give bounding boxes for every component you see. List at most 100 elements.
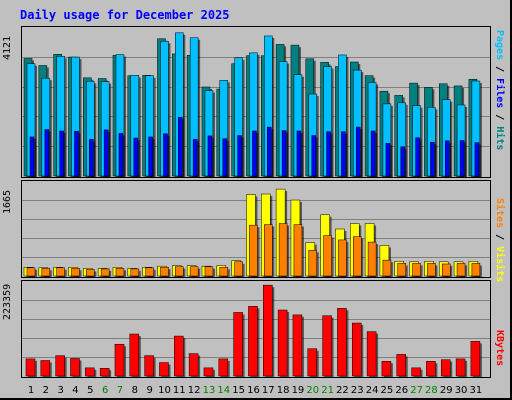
legend-hits: Hits bbox=[494, 126, 505, 151]
legend-kbytes: KBytes bbox=[494, 330, 505, 367]
sites-bar bbox=[204, 266, 214, 277]
x-tick-label: 6 bbox=[102, 385, 108, 396]
pages-bar bbox=[192, 139, 198, 177]
kbytes-bar bbox=[366, 331, 377, 377]
x-tick-label: 27 bbox=[410, 385, 423, 396]
sites-bar bbox=[397, 263, 406, 277]
pages-bar bbox=[444, 140, 450, 177]
pages-bar bbox=[281, 130, 287, 177]
sites-bar bbox=[26, 267, 36, 277]
kbytes-bar bbox=[411, 367, 421, 377]
x-tick-label: 31 bbox=[470, 385, 483, 396]
sites-bar bbox=[219, 267, 229, 277]
sites-bar bbox=[308, 250, 318, 277]
x-tick-label: 3 bbox=[57, 385, 63, 396]
sites-bar bbox=[353, 236, 362, 277]
sites-bar bbox=[189, 266, 199, 277]
x-tick-label: 20 bbox=[306, 385, 319, 396]
legend-pages: Pages bbox=[494, 30, 505, 61]
sites-bar bbox=[249, 224, 258, 277]
x-tick-label: 2 bbox=[43, 385, 49, 396]
pages-bar bbox=[311, 135, 317, 177]
legend-sites: Sites bbox=[494, 198, 505, 229]
x-tick-label: 29 bbox=[440, 385, 453, 396]
sites-bar bbox=[86, 269, 95, 277]
kbytes-bar bbox=[159, 362, 169, 377]
kbytes-bar bbox=[381, 361, 392, 377]
x-tick-label: 22 bbox=[336, 385, 349, 396]
legend-sep: / bbox=[494, 108, 505, 127]
pages-bar bbox=[148, 136, 153, 177]
sites-bar bbox=[41, 268, 51, 277]
x-tick-label: 16 bbox=[247, 385, 260, 396]
sites-bar bbox=[456, 263, 466, 277]
sites-bar bbox=[264, 224, 273, 277]
x-tick-label: 28 bbox=[425, 385, 438, 396]
x-tick-label: 24 bbox=[366, 385, 379, 396]
kbytes-bar bbox=[248, 306, 258, 377]
kbytes-bar bbox=[40, 360, 51, 377]
legend-visits: Visits bbox=[494, 246, 505, 283]
pages-bar bbox=[89, 139, 94, 177]
sites-bar bbox=[293, 224, 303, 277]
sites-bar bbox=[115, 268, 125, 277]
pages-bar bbox=[430, 141, 435, 177]
kbytes-bar bbox=[440, 359, 451, 377]
chart-title: Daily usage for December 2025 bbox=[20, 8, 230, 22]
kbytes-bar bbox=[85, 367, 95, 377]
x-tick-label: 1 bbox=[28, 385, 34, 396]
x-tick-label: 17 bbox=[262, 385, 275, 396]
pages-bar bbox=[178, 116, 183, 177]
kbytes-bar bbox=[307, 348, 318, 377]
pages-bar bbox=[163, 133, 168, 177]
kbytes-bar bbox=[470, 341, 481, 377]
kbytes-bar bbox=[25, 358, 36, 377]
pages-bar bbox=[29, 136, 35, 177]
kbytes-bar bbox=[322, 315, 332, 377]
legend-sep: / bbox=[494, 60, 505, 79]
pages-bar bbox=[252, 130, 257, 177]
x-tick-label: 5 bbox=[87, 385, 93, 396]
sites-bar bbox=[160, 267, 169, 277]
kbytes-bar bbox=[188, 353, 199, 377]
x-tick-label: 12 bbox=[188, 385, 201, 396]
sites-bar bbox=[71, 268, 80, 277]
pages-bar bbox=[267, 126, 272, 177]
kbytes-bar bbox=[218, 358, 229, 377]
kbytes-bar bbox=[55, 355, 65, 377]
x-tick-label: 23 bbox=[351, 385, 364, 396]
pages-bar bbox=[103, 129, 109, 177]
kbytes-bar bbox=[144, 355, 154, 377]
sites-bar bbox=[441, 263, 451, 277]
pages-bar bbox=[296, 130, 302, 177]
pages-bar bbox=[326, 131, 331, 177]
sites-bar bbox=[175, 266, 184, 277]
kbytes-bar bbox=[203, 367, 214, 377]
kbytes-bar bbox=[114, 343, 125, 377]
sites-bar bbox=[323, 235, 332, 277]
pages-bar bbox=[474, 142, 480, 177]
sites-bar bbox=[145, 267, 154, 277]
x-tick-label: 10 bbox=[158, 385, 171, 396]
kbytes-bar bbox=[174, 335, 184, 377]
pages-bar bbox=[222, 138, 228, 177]
pages-bar bbox=[59, 130, 64, 177]
legend-files: Files bbox=[494, 78, 505, 109]
pages-bar bbox=[415, 137, 420, 177]
pages-bar bbox=[385, 143, 391, 177]
pages-bar bbox=[207, 135, 213, 177]
pages-bar bbox=[44, 129, 50, 177]
x-tick-label: 4 bbox=[72, 385, 78, 396]
x-tick-label: 15 bbox=[232, 385, 245, 396]
x-tick-label: 25 bbox=[381, 385, 394, 396]
pages-bar bbox=[237, 135, 242, 177]
x-tick-label: 14 bbox=[217, 385, 230, 396]
x-tick-label: 8 bbox=[132, 385, 138, 396]
mid-legend: Sites / Visits bbox=[494, 198, 505, 282]
pages-bar bbox=[341, 131, 346, 177]
kbytes-bar bbox=[233, 312, 243, 377]
pages-bar bbox=[370, 130, 376, 177]
x-tick-label: 18 bbox=[277, 385, 290, 396]
sites-bar bbox=[234, 261, 243, 277]
kbytes-bar bbox=[455, 358, 466, 377]
